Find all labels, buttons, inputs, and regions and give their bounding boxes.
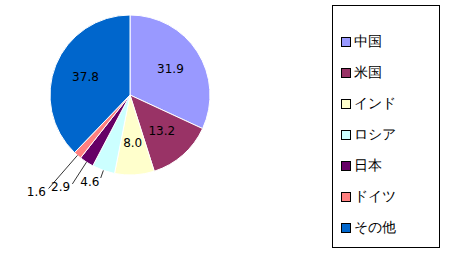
html-text:中国: 中国	[354, 32, 382, 49]
html-text:日本: 日本	[354, 156, 382, 173]
html-text:米国: 米国	[354, 63, 382, 80]
html-text:インド: インド	[354, 94, 396, 111]
html-text:ドイツ: ドイツ	[354, 187, 396, 204]
html-text:ロシア: ロシア	[354, 125, 396, 142]
svg-text:31.9: 31.9	[157, 62, 184, 76]
svg-text:2.9: 2.9	[51, 180, 71, 195]
svg-text:13.2: 13.2	[148, 124, 175, 138]
svg-text:8.0: 8.0	[123, 136, 142, 150]
html-text:その他: その他	[354, 218, 396, 235]
svg-text:4.6: 4.6	[80, 175, 99, 189]
svg-text:1.6: 1.6	[27, 185, 46, 199]
svg-text:37.8: 37.8	[72, 70, 99, 84]
